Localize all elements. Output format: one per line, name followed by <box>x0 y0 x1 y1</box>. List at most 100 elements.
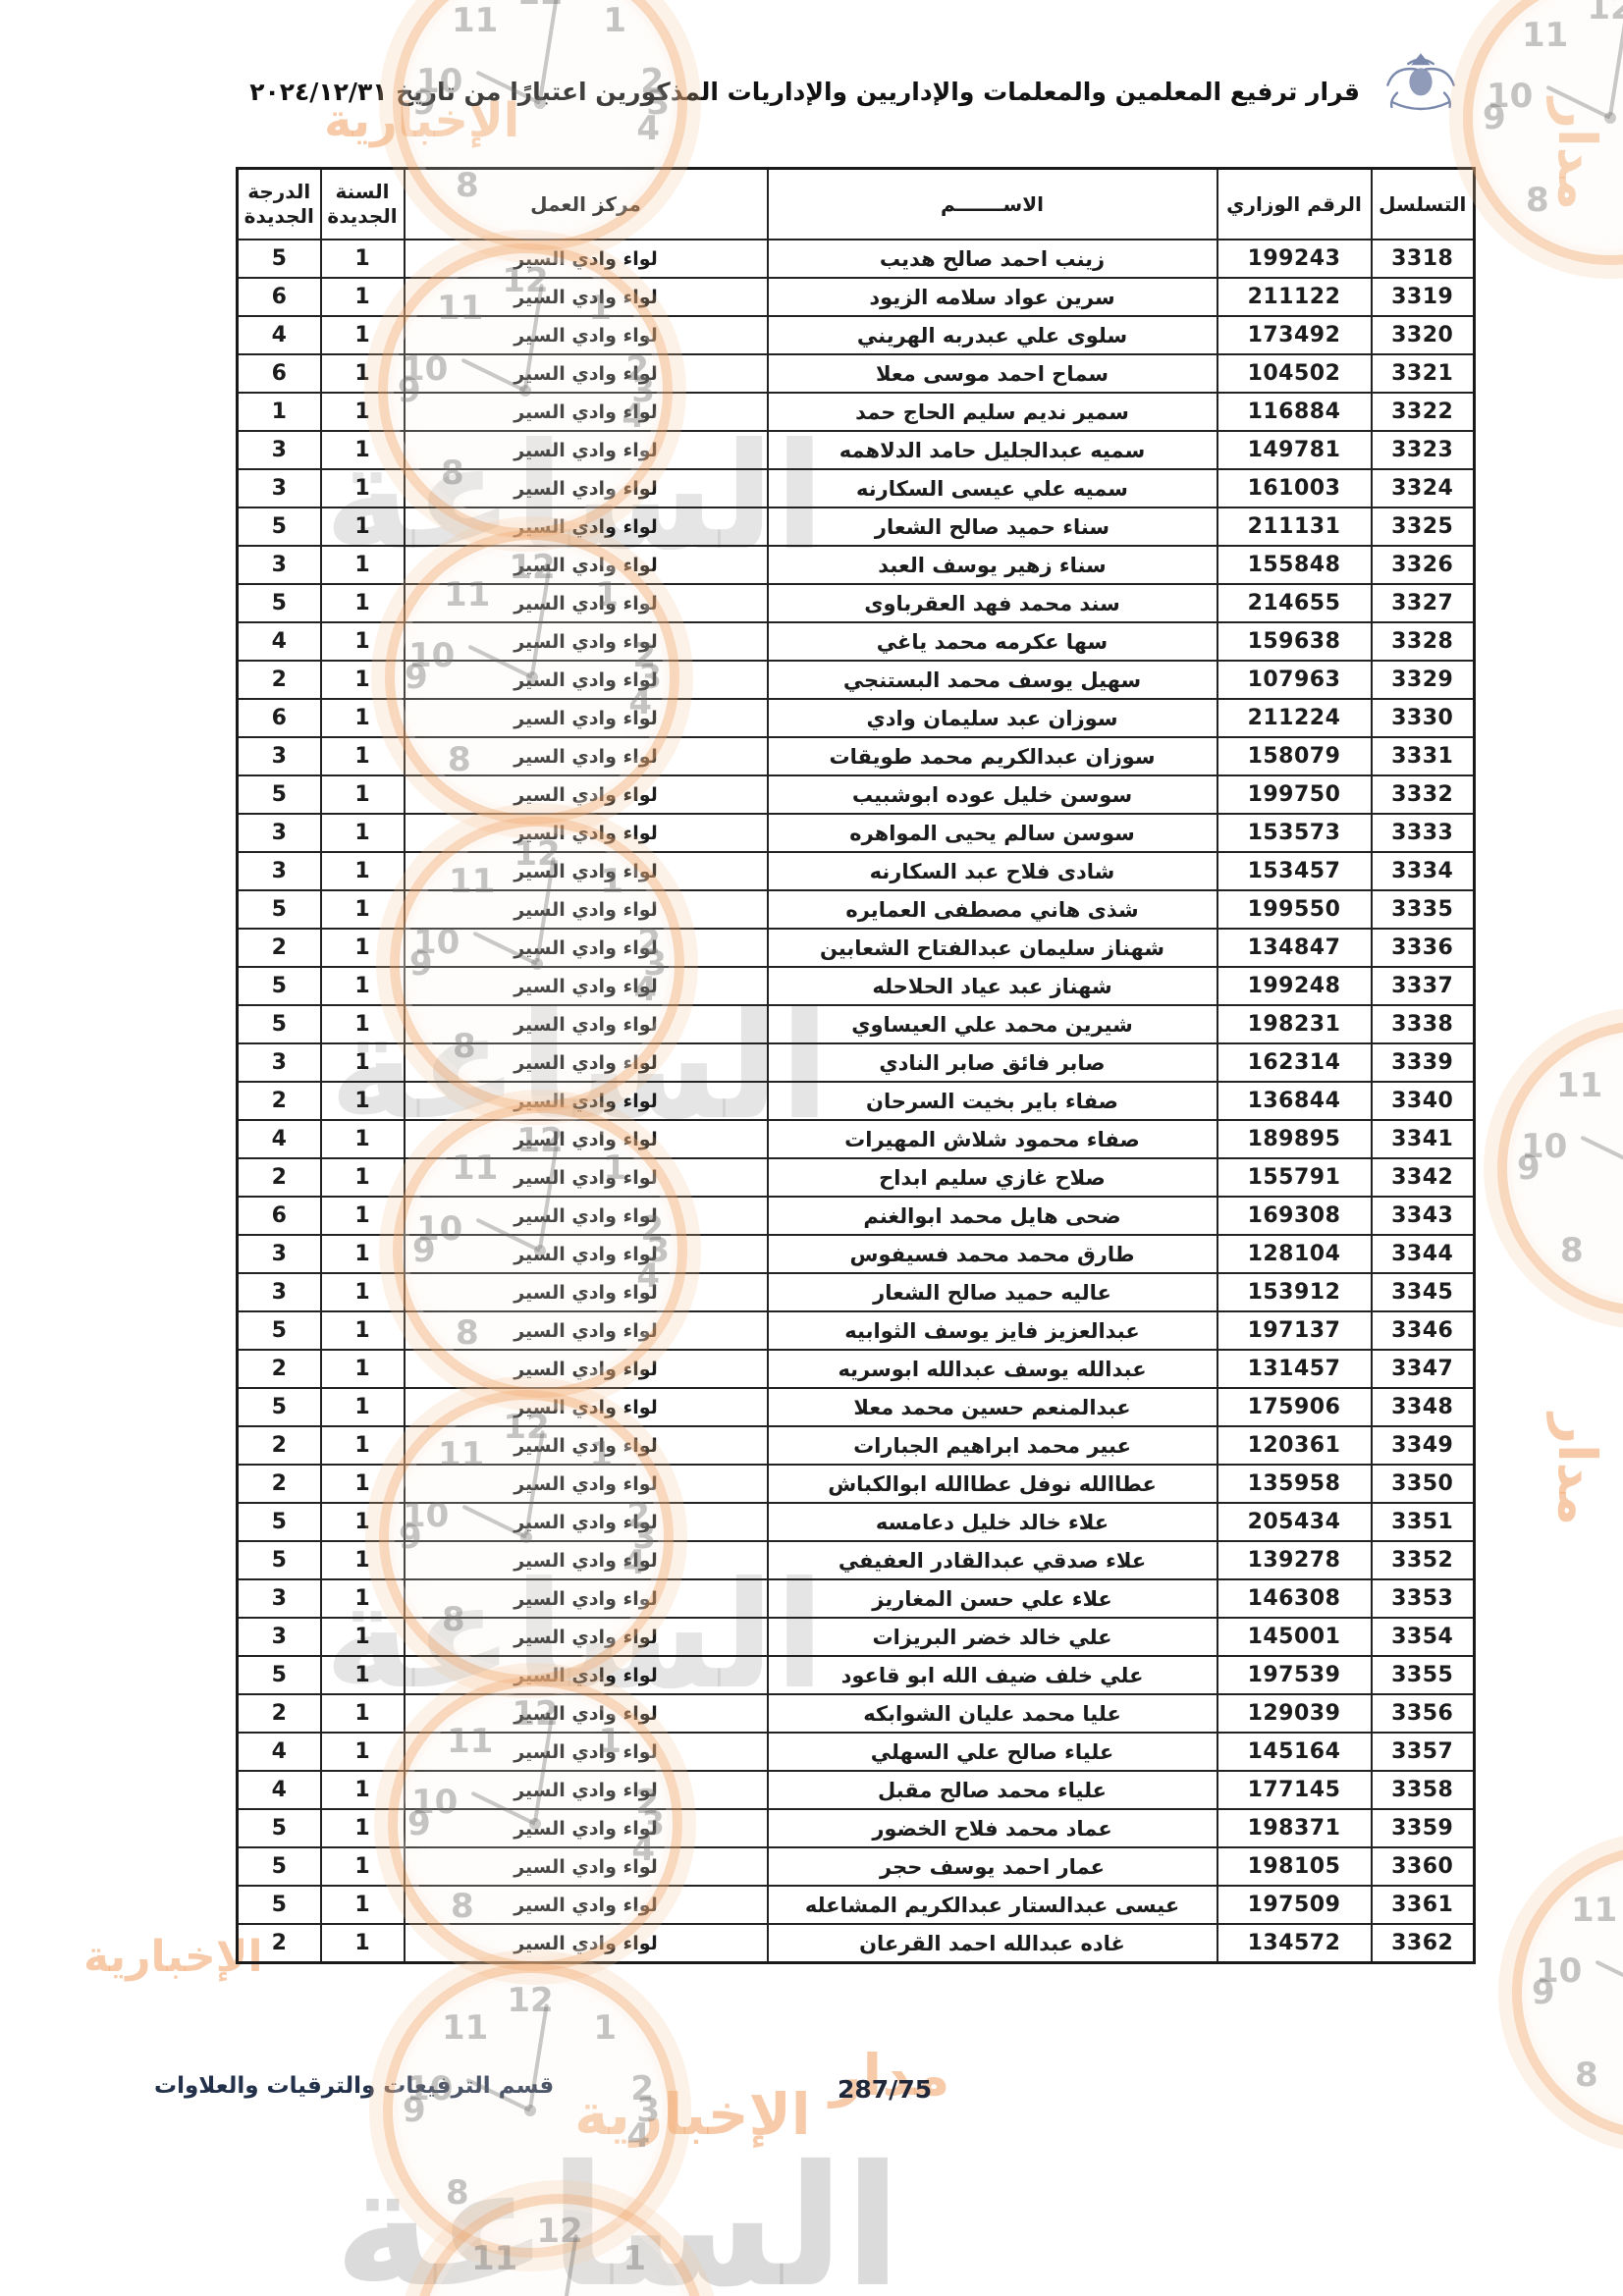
cell-work-center: لواء وادي السير <box>403 698 769 738</box>
cell-name: سلوى علي عبدربه الهريني <box>766 315 1218 355</box>
cell-new-grade: 2 <box>236 1349 322 1389</box>
cell-new-grade: 3 <box>236 1578 322 1619</box>
table-row: 3344 128104 طارق محمد محمد فسيفوس لواء وادي… <box>236 1234 1476 1274</box>
cell-work-center: لواء وادي السير <box>403 1081 769 1121</box>
cell-name: علاء علي حسن المغاريز <box>766 1578 1218 1619</box>
cell-serial: 3354 <box>1370 1617 1476 1657</box>
clock-numeral: 11 <box>471 2239 518 2278</box>
cell-new-grade: 5 <box>236 966 322 1006</box>
table-row: 3347 131457 عبدالله يوسف عبدالله ابوسريه لو… <box>236 1349 1476 1389</box>
cell-name: ضحى هايل محمد ابوالغنم <box>766 1196 1218 1236</box>
cell-ministry-number: 134572 <box>1216 1923 1373 1964</box>
cell-name: صلاح غازي سليم ابداح <box>766 1157 1218 1198</box>
cell-new-year: 1 <box>319 1234 406 1274</box>
cell-new-year: 1 <box>319 1004 406 1044</box>
cell-ministry-number: 149781 <box>1216 430 1373 470</box>
watermark-madar-text: مدار <box>1546 1414 1608 1526</box>
cell-name: عمار احمد يوسف حجر <box>766 1846 1218 1887</box>
cell-serial: 3345 <box>1370 1272 1476 1312</box>
cell-new-grade: 5 <box>236 1310 322 1351</box>
clock-hand <box>1580 1135 1623 1170</box>
cell-new-year: 1 <box>319 1732 406 1772</box>
page-title: قرار ترفيع المعلمين والمعلمات والإداريين… <box>249 77 1360 106</box>
jordan-coat-of-arms-emblem <box>1374 45 1468 122</box>
table-row: 3341 189895 صفاء محمود شلاش المهيرات لواء و… <box>236 1119 1476 1159</box>
cell-new-year: 1 <box>319 1655 406 1695</box>
header-new-grade: الدرجة الجديدة <box>236 167 322 240</box>
cell-new-year: 1 <box>319 774 406 815</box>
cell-work-center: لواء وادي السير <box>403 1310 769 1351</box>
cell-new-grade: 2 <box>236 1081 322 1121</box>
cell-new-grade: 6 <box>236 1196 322 1236</box>
cell-serial: 3329 <box>1370 660 1476 700</box>
clock-numeral: 11 <box>1571 1891 1618 1930</box>
cell-new-grade: 2 <box>236 1464 322 1504</box>
cell-serial: 3321 <box>1370 353 1476 394</box>
cell-serial: 3337 <box>1370 966 1476 1006</box>
cell-ministry-number: 158079 <box>1216 736 1373 776</box>
cell-name: سمير نديم سليم الحاج حمد <box>766 392 1218 432</box>
cell-name: سوسن خليل عوده ابوشبيب <box>766 774 1218 815</box>
cell-name: شهناز عبد عياد الحلاحله <box>766 966 1218 1006</box>
cell-name: علاء خالد خليل دعامسه <box>766 1502 1218 1542</box>
cell-new-year: 1 <box>319 239 406 279</box>
footer-department: قسم الترفيعات والترقيات والعلاوات <box>154 2073 555 2099</box>
clock-numeral: 12 <box>536 2212 583 2251</box>
cell-name: صفاء باير بخيت السرحان <box>766 1081 1218 1121</box>
cell-new-grade: 5 <box>236 1808 322 1848</box>
cell-new-grade: 4 <box>236 315 322 355</box>
clock-numeral: 9 <box>1532 1973 1555 2012</box>
cell-new-grade: 5 <box>236 1540 322 1580</box>
cell-new-year: 1 <box>319 392 406 432</box>
cell-new-grade: 2 <box>236 660 322 700</box>
table-row: 3323 149781 سميه عبدالجليل حامد الدلاهمه لو… <box>236 430 1476 470</box>
cell-ministry-number: 175906 <box>1216 1387 1373 1427</box>
table-row: 3338 198231 شيرين محمد علي العيساوي لواء وا… <box>236 1004 1476 1044</box>
cell-new-year: 1 <box>319 430 406 470</box>
clock-numeral: 3 <box>636 2091 660 2130</box>
cell-work-center: لواء وادي السير <box>403 774 769 815</box>
clock-numeral: 8 <box>1575 2056 1598 2095</box>
cell-new-grade: 2 <box>236 1693 322 1734</box>
table-row: 3319 211122 سرين عواد سلامه الزيود لواء واد… <box>236 277 1476 317</box>
cell-serial: 3346 <box>1370 1310 1476 1351</box>
cell-serial: 3336 <box>1370 928 1476 968</box>
cell-ministry-number: 153573 <box>1216 813 1373 853</box>
cell-name: شيرين محمد علي العيساوي <box>766 1004 1218 1044</box>
cell-serial: 3342 <box>1370 1157 1476 1198</box>
header-work-center: مركز العمل <box>403 167 769 240</box>
table-row: 3359 198371 عماد محمد فلاح الخضور لواء وادي… <box>236 1808 1476 1848</box>
cell-new-grade: 5 <box>236 1502 322 1542</box>
cell-new-year: 1 <box>319 1808 406 1848</box>
cell-work-center: لواء وادي السير <box>403 353 769 394</box>
table-row: 3350 135958 عطاالله نوفل عطاالله ابوالكباش… <box>236 1464 1476 1504</box>
cell-new-grade: 3 <box>236 736 322 776</box>
table-row: 3357 145164 علياء صالح علي السهلي لواء وادي… <box>236 1732 1476 1772</box>
header-serial: التسلسل <box>1370 167 1476 240</box>
cell-serial: 3325 <box>1370 507 1476 547</box>
cell-ministry-number: 120361 <box>1216 1425 1373 1466</box>
cell-new-grade: 5 <box>236 1655 322 1695</box>
clock-numeral: 11 <box>1522 16 1569 55</box>
cell-new-year: 1 <box>319 966 406 1006</box>
cell-ministry-number: 136844 <box>1216 1081 1373 1121</box>
cell-new-year: 1 <box>319 1157 406 1198</box>
table-row: 3356 129039 عليا محمد عليان الشوابكه لواء و… <box>236 1693 1476 1734</box>
table-row: 3355 197539 علي خلف ضيف الله ابو قاعود لواء… <box>236 1655 1476 1695</box>
cell-serial: 3353 <box>1370 1578 1476 1619</box>
cell-name: شادى فلاح عبد السكارنه <box>766 851 1218 891</box>
cell-new-year: 1 <box>319 545 406 585</box>
cell-ministry-number: 146308 <box>1216 1578 1373 1619</box>
cell-name: سميه علي عيسى السكارنه <box>766 468 1218 508</box>
cell-serial: 3332 <box>1370 774 1476 815</box>
cell-name: علياء محمد صالح مقبل <box>766 1770 1218 1810</box>
cell-name: سوسن سالم يحيى المواهره <box>766 813 1218 853</box>
cell-work-center: لواء وادي السير <box>403 507 769 547</box>
cell-new-year: 1 <box>319 1196 406 1236</box>
table-row: 3322 116884 سمير نديم سليم الحاج حمد لواء و… <box>236 392 1476 432</box>
cell-ministry-number: 199248 <box>1216 966 1373 1006</box>
table-row: 3349 120361 عبير محمد ابراهيم الجبارات لواء… <box>236 1425 1476 1466</box>
cell-work-center: لواء وادي السير <box>403 1846 769 1887</box>
cell-new-grade: 3 <box>236 1272 322 1312</box>
